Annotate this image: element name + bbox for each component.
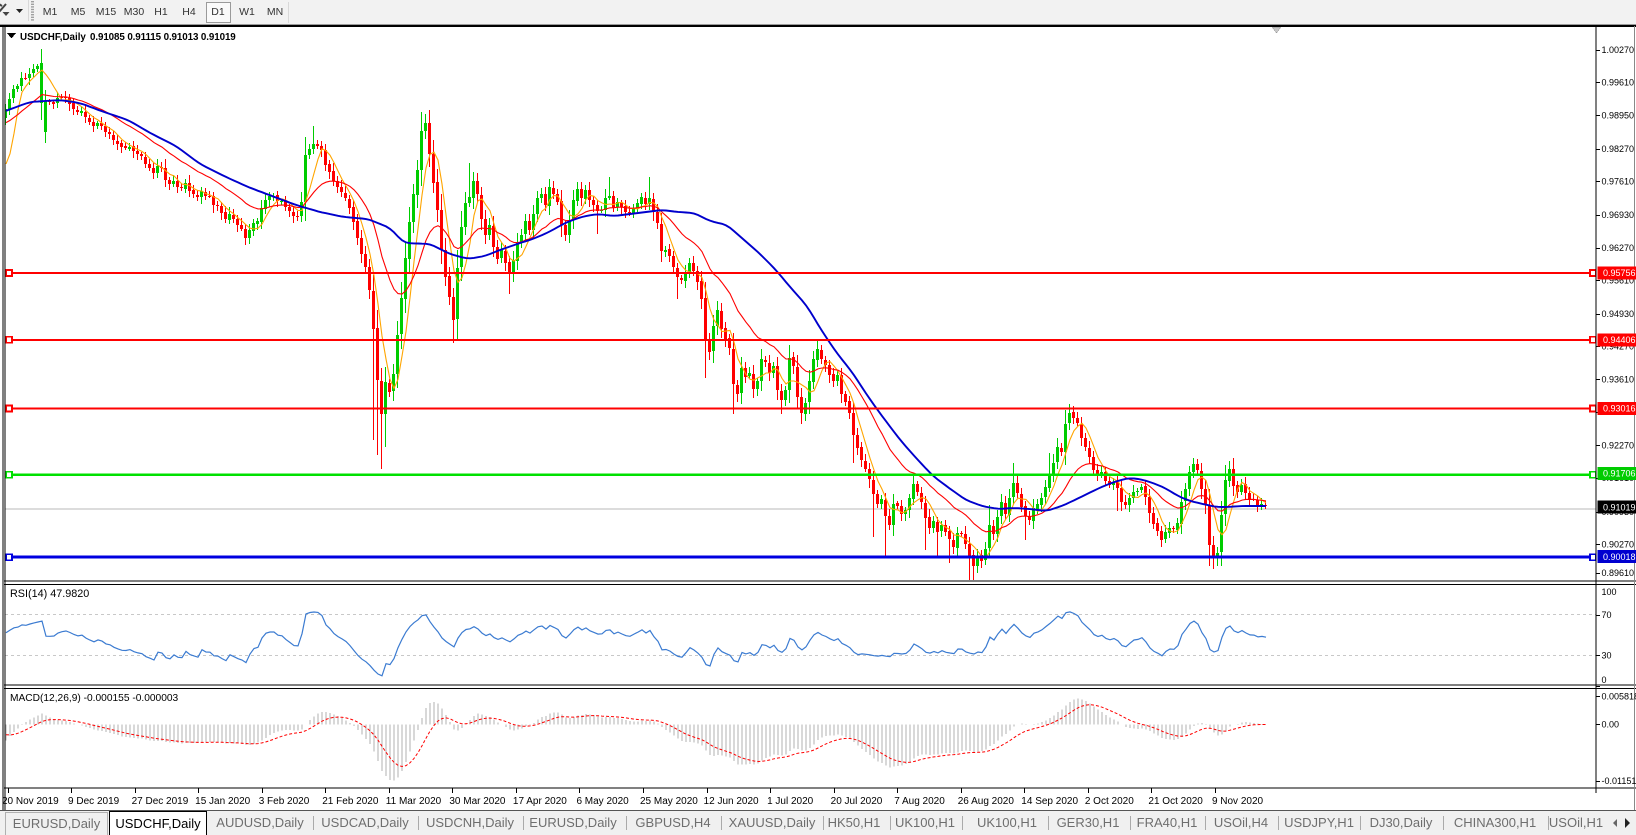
- svg-text:0: 0: [1602, 675, 1607, 685]
- svg-text:1 Jul 2020: 1 Jul 2020: [767, 796, 814, 807]
- svg-text:25 May 2020: 25 May 2020: [640, 796, 698, 807]
- svg-text:21 Feb 2020: 21 Feb 2020: [322, 796, 379, 807]
- svg-text:0.93610: 0.93610: [1602, 374, 1635, 384]
- svg-text:0.90018: 0.90018: [1603, 552, 1636, 562]
- svg-text:9 Dec 2019: 9 Dec 2019: [68, 796, 120, 807]
- svg-text:MACD(12,26,9) -0.000155 -0.000: MACD(12,26,9) -0.000155 -0.000003: [10, 693, 179, 704]
- svg-text:0.005818: 0.005818: [1602, 691, 1636, 701]
- svg-text:0.93016: 0.93016: [1603, 404, 1636, 414]
- svg-text:21 Oct 2020: 21 Oct 2020: [1148, 796, 1203, 807]
- svg-text:14 Sep 2020: 14 Sep 2020: [1021, 796, 1078, 807]
- svg-text:0.98950: 0.98950: [1602, 110, 1635, 120]
- svg-text:0.94406: 0.94406: [1603, 335, 1636, 345]
- svg-text:3 Feb 2020: 3 Feb 2020: [259, 796, 310, 807]
- svg-text:0.96930: 0.96930: [1602, 210, 1635, 220]
- svg-text:0.96270: 0.96270: [1602, 243, 1635, 253]
- svg-text:0.95756: 0.95756: [1603, 268, 1636, 278]
- svg-text:17 Apr 2020: 17 Apr 2020: [513, 796, 567, 807]
- svg-text:0.94930: 0.94930: [1602, 309, 1635, 319]
- svg-text:0.99610: 0.99610: [1602, 78, 1635, 88]
- svg-text:-0.01151: -0.01151: [1602, 776, 1636, 786]
- svg-text:30 Mar 2020: 30 Mar 2020: [449, 796, 506, 807]
- svg-text:1.00270: 1.00270: [1602, 45, 1635, 55]
- svg-text:0.91085 0.91115 0.91013 0.9101: 0.91085 0.91115 0.91013 0.91019: [90, 32, 236, 43]
- svg-text:0.97610: 0.97610: [1602, 177, 1635, 187]
- svg-text:6 May 2020: 6 May 2020: [576, 796, 629, 807]
- svg-text:20 Nov 2019: 20 Nov 2019: [2, 796, 59, 807]
- svg-text:RSI(14) 47.9820: RSI(14) 47.9820: [10, 588, 89, 600]
- svg-text:15 Jan 2020: 15 Jan 2020: [195, 796, 250, 807]
- svg-text:26 Aug 2020: 26 Aug 2020: [958, 796, 1015, 807]
- svg-text:9 Nov 2020: 9 Nov 2020: [1212, 796, 1264, 807]
- svg-text:70: 70: [1602, 610, 1612, 620]
- svg-text:2 Oct 2020: 2 Oct 2020: [1085, 796, 1134, 807]
- svg-text:USDCHF,Daily: USDCHF,Daily: [20, 32, 86, 43]
- svg-text:11 Mar 2020: 11 Mar 2020: [386, 796, 442, 807]
- svg-text:7 Aug 2020: 7 Aug 2020: [894, 796, 945, 807]
- svg-text:12 Jun 2020: 12 Jun 2020: [704, 796, 759, 807]
- svg-text:0.00: 0.00: [1602, 720, 1620, 730]
- svg-text:0.89610: 0.89610: [1602, 568, 1635, 578]
- svg-text:0.91706: 0.91706: [1603, 468, 1636, 478]
- svg-text:0.90270: 0.90270: [1602, 539, 1635, 549]
- svg-text:100: 100: [1602, 587, 1617, 597]
- svg-text:0.98270: 0.98270: [1602, 144, 1635, 154]
- svg-text:27 Dec 2019: 27 Dec 2019: [132, 796, 189, 807]
- svg-text:0.91019: 0.91019: [1603, 502, 1636, 512]
- svg-text:0.95610: 0.95610: [1602, 275, 1635, 285]
- svg-text:0.94270: 0.94270: [1602, 342, 1635, 352]
- svg-text:30: 30: [1602, 651, 1612, 661]
- svg-text:0.92270: 0.92270: [1602, 441, 1635, 451]
- svg-text:20 Jul 2020: 20 Jul 2020: [831, 796, 883, 807]
